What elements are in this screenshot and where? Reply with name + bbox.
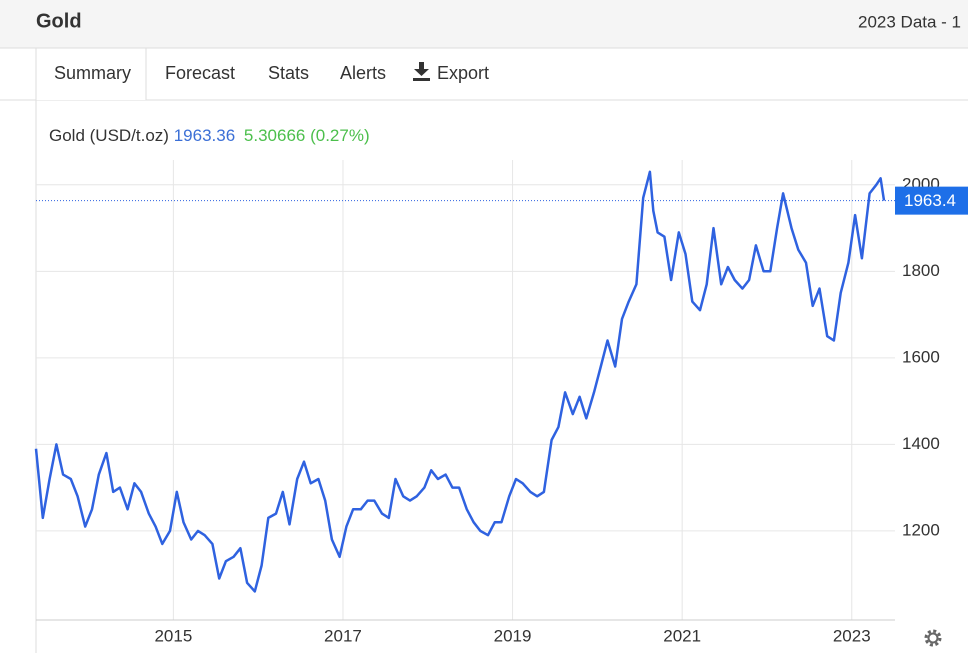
tab[interactable]: Alerts — [340, 63, 386, 83]
page-title: Gold — [36, 10, 82, 32]
last-price-box — [895, 186, 968, 215]
tab[interactable]: Export — [437, 63, 489, 83]
header-bar — [0, 0, 968, 48]
y-tick-label: 1600 — [902, 347, 940, 366]
y-tick-label: 1200 — [902, 520, 940, 539]
tab[interactable]: Stats — [268, 63, 309, 83]
download-icon — [413, 62, 430, 81]
y-tick-label: 1800 — [902, 261, 940, 280]
y-tick-label: 1400 — [902, 434, 940, 453]
x-tick-label: 2015 — [154, 626, 192, 645]
legend-change: 5.30666 (0.27%) — [244, 126, 370, 145]
x-tick-label: 2019 — [494, 626, 532, 645]
x-tick-label: 2021 — [663, 626, 701, 645]
settings-icon[interactable] — [924, 629, 942, 647]
legend-name: Gold (USD/t.oz) — [49, 126, 169, 145]
x-tick-label: 2017 — [324, 626, 362, 645]
legend: Gold (USD/t.oz) 1963.36 5.30666 (0.27%) — [49, 126, 370, 145]
last-price-label: 1963.4 — [904, 191, 956, 210]
legend-price: 1963.36 — [174, 126, 235, 145]
header-right: 2023 Data - 1 — [858, 12, 961, 31]
tab[interactable]: Forecast — [165, 63, 235, 83]
x-tick-label: 2023 — [833, 626, 871, 645]
price-line — [34, 170, 886, 593]
tab[interactable]: Summary — [54, 63, 131, 83]
